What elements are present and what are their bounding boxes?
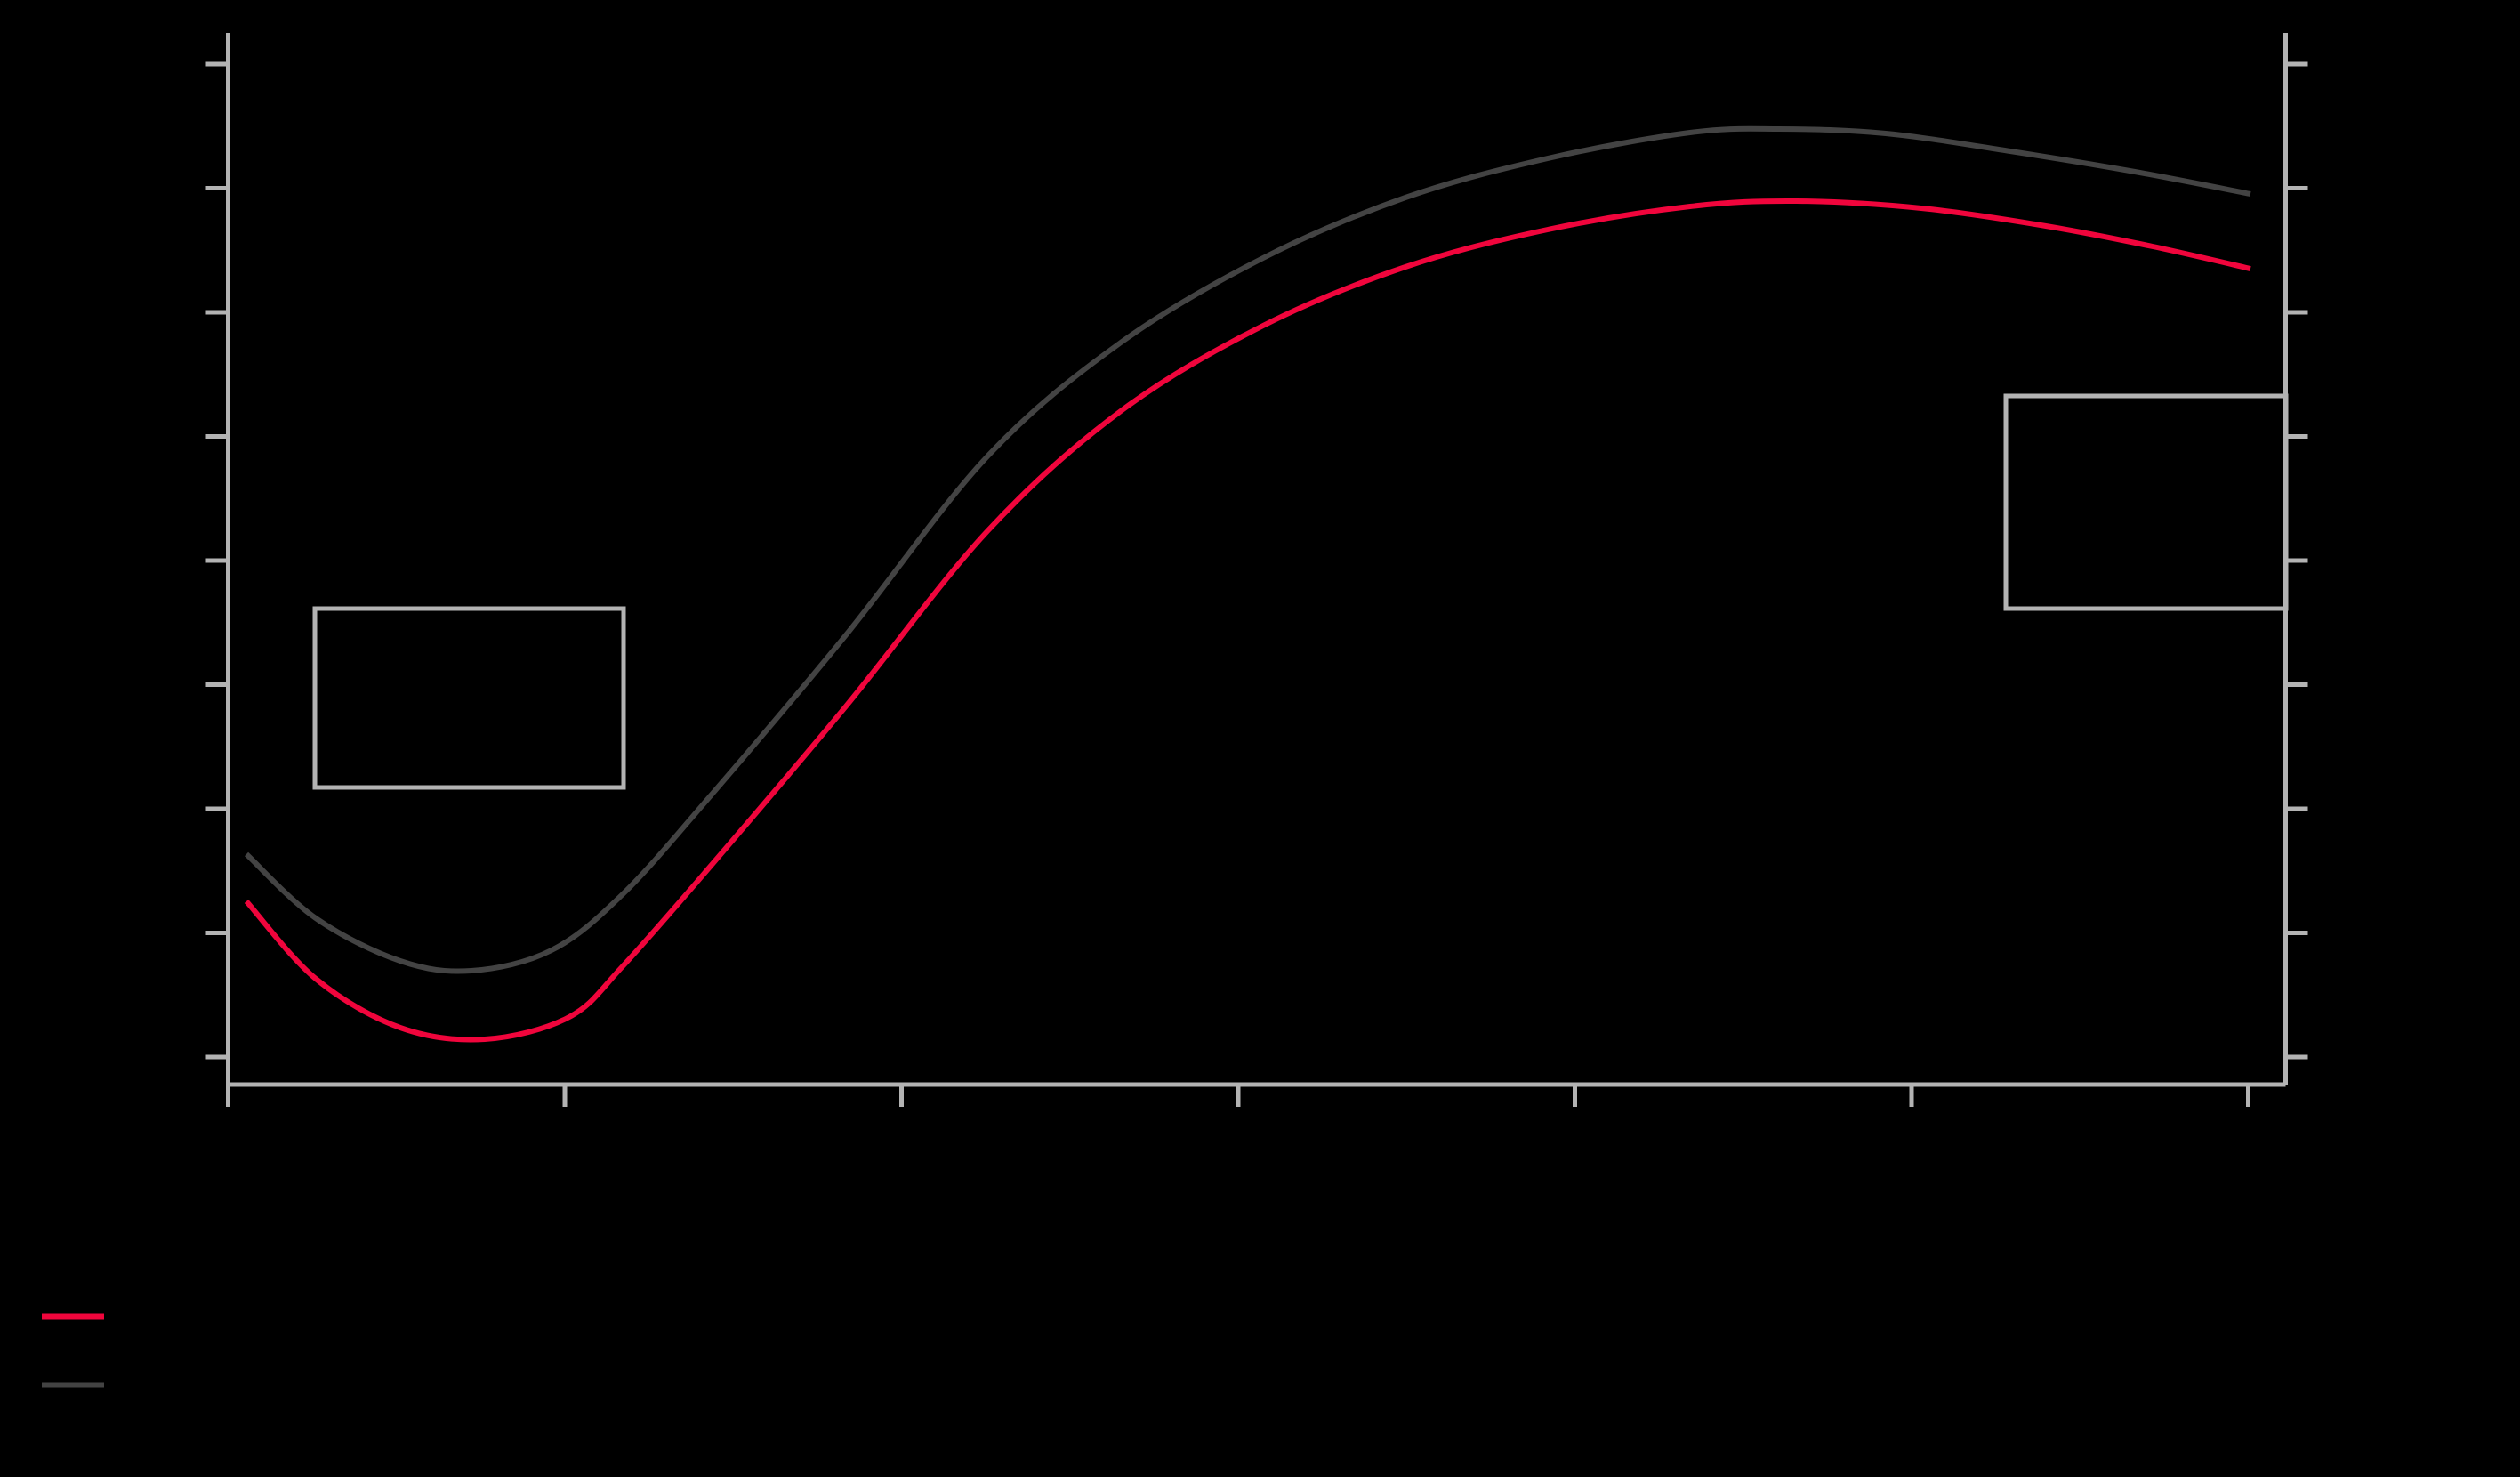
gray-series-line [244,125,2251,974]
right-annotation-box [2003,393,2289,611]
red-series-line [244,198,2251,1043]
left-annotation-box [312,606,626,790]
